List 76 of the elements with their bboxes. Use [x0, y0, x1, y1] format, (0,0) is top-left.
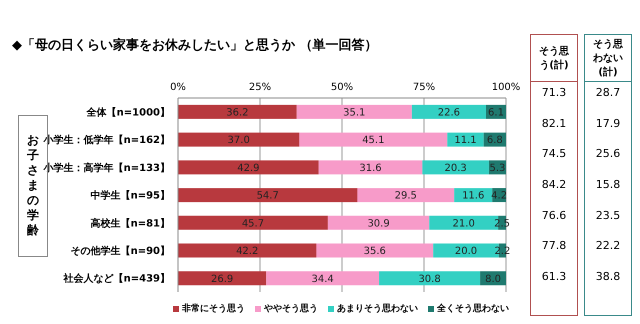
- data-label: 6.8: [486, 135, 503, 146]
- x-tick-label: 0%: [170, 82, 186, 93]
- text: 82.1: [540, 116, 568, 130]
- bar: [178, 160, 319, 174]
- data-label: 30.8: [418, 274, 441, 285]
- text: そう思う(計): [538, 44, 570, 72]
- data-label: 42.2: [236, 246, 258, 258]
- bar: [316, 244, 434, 258]
- x-tick-label: 50%: [330, 82, 354, 93]
- bar: [178, 244, 316, 258]
- data-label: 6.1: [488, 107, 504, 118]
- bar: [178, 271, 266, 286]
- data-label: 31.6: [359, 162, 382, 174]
- legend-label: あまりそう思わない: [336, 302, 418, 315]
- x-tick-label: 100%: [492, 82, 520, 93]
- legend-label: 全くそう思わない: [436, 302, 509, 315]
- x-tick-label: 75%: [412, 82, 436, 93]
- data-label: 5.3: [490, 162, 506, 174]
- text: 61.3: [540, 270, 568, 283]
- data-label: 35.1: [343, 107, 366, 118]
- bar: [178, 188, 358, 202]
- y-tick-label: 中学生【n=95】: [90, 190, 170, 202]
- text: 22.2: [594, 239, 622, 252]
- data-label: 11.1: [454, 135, 477, 146]
- data-label: 36.2: [226, 107, 248, 118]
- x-tick-label: 25%: [248, 82, 272, 93]
- data-label: 21.0: [452, 218, 475, 230]
- data-label: 22.6: [438, 107, 460, 118]
- data-label: 45.1: [362, 135, 384, 146]
- text: 84.2: [540, 178, 568, 191]
- data-label: 35.6: [364, 246, 386, 258]
- text: 23.5: [594, 208, 622, 222]
- data-label: 34.4: [312, 274, 334, 285]
- text: 25.6: [594, 147, 622, 160]
- text: 74.5: [540, 147, 568, 160]
- data-label: 45.7: [242, 218, 264, 230]
- text: 28.7: [594, 86, 622, 100]
- text: 15.8: [594, 178, 622, 191]
- y-tick-label: 小学生：低学年【n=162】: [42, 134, 170, 146]
- legend-label: ややそう思う: [263, 302, 318, 315]
- data-label: 29.5: [394, 190, 417, 202]
- bar: [296, 104, 412, 119]
- text: 77.8: [540, 239, 568, 252]
- data-label: 37.0: [228, 135, 250, 146]
- text: お子さまの学齢: [27, 133, 39, 238]
- bar: [357, 188, 454, 202]
- data-label: 20.3: [444, 162, 467, 174]
- bar: [328, 216, 430, 230]
- bar: [266, 271, 380, 286]
- text: 38.8: [594, 270, 622, 283]
- bar: [178, 132, 300, 147]
- data-label: 11.6: [462, 190, 484, 202]
- data-label: 26.9: [210, 274, 234, 285]
- bar: [178, 104, 297, 119]
- y-tick-label: その他学生【n=90】: [70, 244, 170, 257]
- text: 17.9: [594, 116, 622, 130]
- bar: [318, 160, 422, 174]
- text: 76.6: [540, 208, 568, 222]
- legend-label: 非常にそう思う: [181, 302, 245, 315]
- data-label: 20.0: [454, 246, 478, 258]
- text: 71.3: [540, 86, 568, 100]
- y-tick-label: 全体【n=1000】: [86, 106, 170, 118]
- y-tick-label: 小学生：高学年【n=133】: [42, 162, 170, 174]
- y-tick-label: 社会人など【n=439】: [62, 272, 170, 285]
- bar: [299, 132, 448, 147]
- chart-title: ◆「母の日くらい家事をお休みしたい」と思うか （単一回答）: [12, 36, 378, 54]
- bar: [379, 271, 480, 286]
- y-tick-label: 高校生【n=81】: [90, 217, 170, 230]
- text: そう思わない(計): [592, 38, 624, 79]
- data-label: 30.9: [367, 218, 390, 230]
- bar: [412, 104, 486, 119]
- data-label: 54.7: [256, 190, 279, 202]
- bar: [422, 160, 489, 174]
- bar: [178, 216, 328, 230]
- data-label: 8.0: [485, 274, 501, 285]
- data-label: 42.9: [237, 162, 260, 174]
